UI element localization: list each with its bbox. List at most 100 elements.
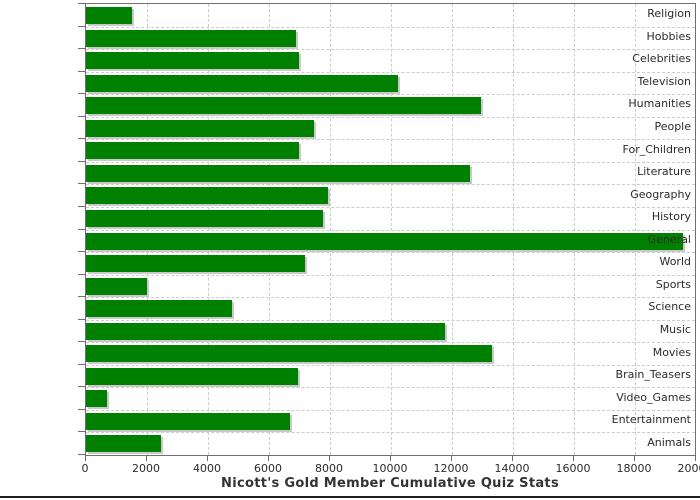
bar-people: [86, 120, 314, 137]
x-axis-tick: [268, 455, 269, 461]
y-axis-tick: [78, 3, 85, 4]
y-axis-tick: [78, 319, 85, 320]
y-axis-tick: [78, 138, 85, 139]
plot-area: [85, 3, 696, 456]
bar-history: [86, 210, 323, 227]
y-axis-tick: [78, 161, 85, 162]
x-axis-tick-label: 8000: [315, 462, 343, 475]
bar-for_children: [86, 142, 299, 159]
horizontal-gridline: [86, 49, 695, 50]
y-axis-tick: [78, 454, 85, 455]
bar-movies: [86, 345, 492, 362]
bar-literature: [86, 165, 470, 182]
vertical-gridline: [269, 4, 270, 455]
x-axis-tick-label: 6000: [254, 462, 282, 475]
y-axis-label: Celebrities: [632, 52, 691, 65]
bar-music: [86, 323, 445, 340]
horizontal-gridline: [86, 297, 695, 298]
x-axis-tick-label: 0: [81, 462, 89, 475]
y-axis-label: Video_Games: [616, 391, 691, 404]
x-axis-tick: [390, 455, 391, 461]
vertical-gridline: [452, 4, 453, 455]
bar-television: [86, 75, 398, 92]
horizontal-gridline: [86, 72, 695, 73]
y-axis-tick: [78, 71, 85, 72]
bar-science: [86, 300, 232, 317]
y-axis-label: Entertainment: [611, 413, 691, 426]
y-axis-tick: [78, 296, 85, 297]
bar-video_games: [86, 390, 107, 407]
y-axis-tick: [78, 386, 85, 387]
y-axis-tick: [78, 93, 85, 94]
x-axis-tick: [207, 455, 208, 461]
y-axis-tick: [78, 409, 85, 410]
x-axis-tick-label: 20000: [677, 462, 700, 475]
vertical-gridline: [147, 4, 148, 455]
x-axis-tick-label: 2000: [132, 462, 160, 475]
bottom-border-rule: [0, 496, 700, 498]
x-axis-tick: [451, 455, 452, 461]
y-axis-label: Humanities: [628, 97, 691, 110]
horizontal-gridline: [86, 139, 695, 140]
x-axis-tick: [85, 455, 86, 461]
x-axis-tick: [634, 455, 635, 461]
horizontal-gridline: [86, 184, 695, 185]
y-axis-tick: [78, 251, 85, 252]
x-axis-tick: [146, 455, 147, 461]
x-axis-tick-label: 18000: [616, 462, 652, 475]
chart-title: Nicott's Gold Member Cumulative Quiz Sta…: [221, 476, 559, 491]
y-axis-label: Geography: [630, 188, 691, 201]
bar-general: [86, 233, 683, 250]
x-axis-tick: [573, 455, 574, 461]
y-axis-label: Religion: [647, 7, 691, 20]
y-axis-tick: [78, 364, 85, 365]
horizontal-gridline: [86, 320, 695, 321]
bar-hobbies: [86, 30, 296, 47]
y-axis-tick: [78, 26, 85, 27]
vertical-gridline: [513, 4, 514, 455]
bar-sports: [86, 278, 147, 295]
y-axis-label: General: [647, 233, 691, 246]
x-axis-tick: [695, 455, 696, 461]
bar-geography: [86, 187, 328, 204]
horizontal-gridline: [86, 117, 695, 118]
horizontal-gridline: [86, 432, 695, 433]
y-axis-label: Movies: [652, 346, 691, 359]
horizontal-gridline: [86, 252, 695, 253]
y-axis-label: Hobbies: [646, 30, 691, 43]
y-axis-label: People: [654, 120, 691, 133]
y-axis-label: Brain_Teasers: [615, 368, 691, 381]
horizontal-gridline: [86, 410, 695, 411]
bar-entertainment: [86, 413, 290, 430]
y-axis-tick: [78, 229, 85, 230]
x-axis-tick: [329, 455, 330, 461]
y-axis-label: History: [651, 210, 691, 223]
bar-celebrities: [86, 52, 299, 69]
bar-humanities: [86, 97, 481, 114]
y-axis-tick: [78, 183, 85, 184]
horizontal-gridline: [86, 230, 695, 231]
horizontal-gridline: [86, 365, 695, 366]
vertical-gridline: [208, 4, 209, 455]
y-axis-label: Music: [659, 323, 691, 336]
bar-animals: [86, 435, 161, 452]
horizontal-gridline: [86, 162, 695, 163]
y-axis-label: Animals: [647, 436, 691, 449]
y-axis-tick: [78, 431, 85, 432]
y-axis-label: World: [659, 255, 691, 268]
y-axis-tick: [78, 116, 85, 117]
bar-world: [86, 255, 305, 272]
x-axis-tick-label: 4000: [193, 462, 221, 475]
horizontal-gridline: [86, 27, 695, 28]
x-axis-tick-label: 10000: [372, 462, 408, 475]
horizontal-gridline: [86, 94, 695, 95]
y-axis-tick: [78, 341, 85, 342]
x-axis-tick-label: 14000: [494, 462, 530, 475]
y-axis-label: For_Children: [622, 143, 691, 156]
x-axis-tick-label: 12000: [433, 462, 469, 475]
bar-brain_teasers: [86, 368, 298, 385]
y-axis-tick: [78, 274, 85, 275]
y-axis-tick: [78, 48, 85, 49]
x-axis-tick: [512, 455, 513, 461]
